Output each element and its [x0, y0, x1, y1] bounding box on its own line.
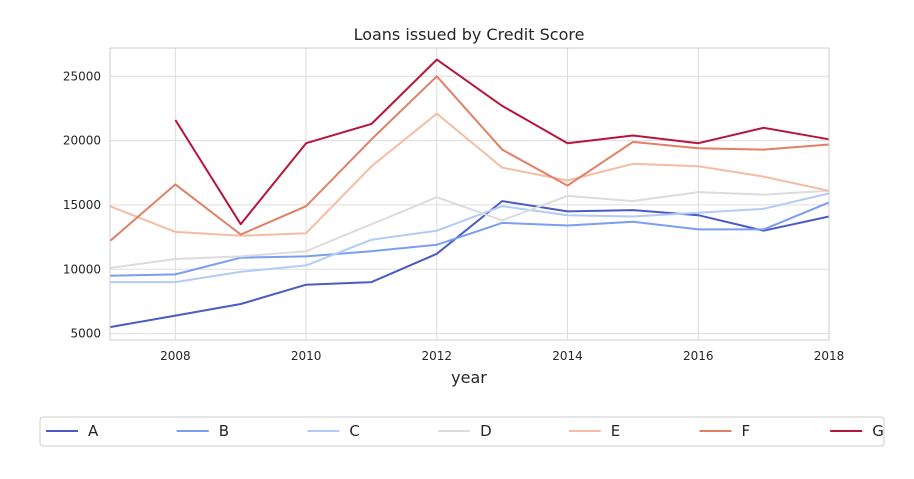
series-line-D: [109, 189, 830, 269]
chart-title: Loans issued by Credit Score: [354, 25, 585, 44]
y-tick-label: 15000: [63, 198, 101, 212]
x-tick-label: 2014: [552, 349, 583, 363]
plot-frame: [109, 47, 830, 341]
legend-label-G: G: [872, 422, 884, 440]
legend-label-A: A: [88, 422, 99, 440]
x-axis-ticks: 2008 2010 2012 2014 2016 2018: [160, 349, 844, 363]
y-tick-label: 20000: [63, 134, 101, 148]
series-line-E: [109, 112, 830, 237]
legend-label-B: B: [219, 422, 229, 440]
series-line-B: [109, 201, 830, 277]
x-tick-label: 2012: [422, 349, 453, 363]
legend-label-D: D: [480, 422, 492, 440]
x-tick-label: 2008: [160, 349, 191, 363]
y-axis-ticks: 5000 10000 15000 20000 25000: [63, 69, 101, 340]
legend-label-C: C: [349, 422, 359, 440]
y-tick-label: 5000: [70, 327, 101, 341]
x-axis-label: year: [451, 368, 487, 387]
plot-area: [110, 48, 829, 340]
legend: A B C D E F G: [39, 416, 885, 447]
series-line-F: [109, 75, 830, 242]
series-line-G: [174, 58, 830, 226]
x-tick-label: 2018: [814, 349, 845, 363]
x-tick-label: 2010: [291, 349, 322, 363]
legend-label-E: E: [611, 422, 620, 440]
series-line-A: [109, 200, 830, 329]
y-tick-label: 25000: [63, 69, 101, 83]
x-tick-label: 2016: [683, 349, 714, 363]
legend-label-F: F: [742, 422, 751, 440]
y-tick-label: 10000: [63, 262, 101, 276]
series-line-C: [110, 192, 830, 284]
series-lines: [109, 58, 830, 329]
